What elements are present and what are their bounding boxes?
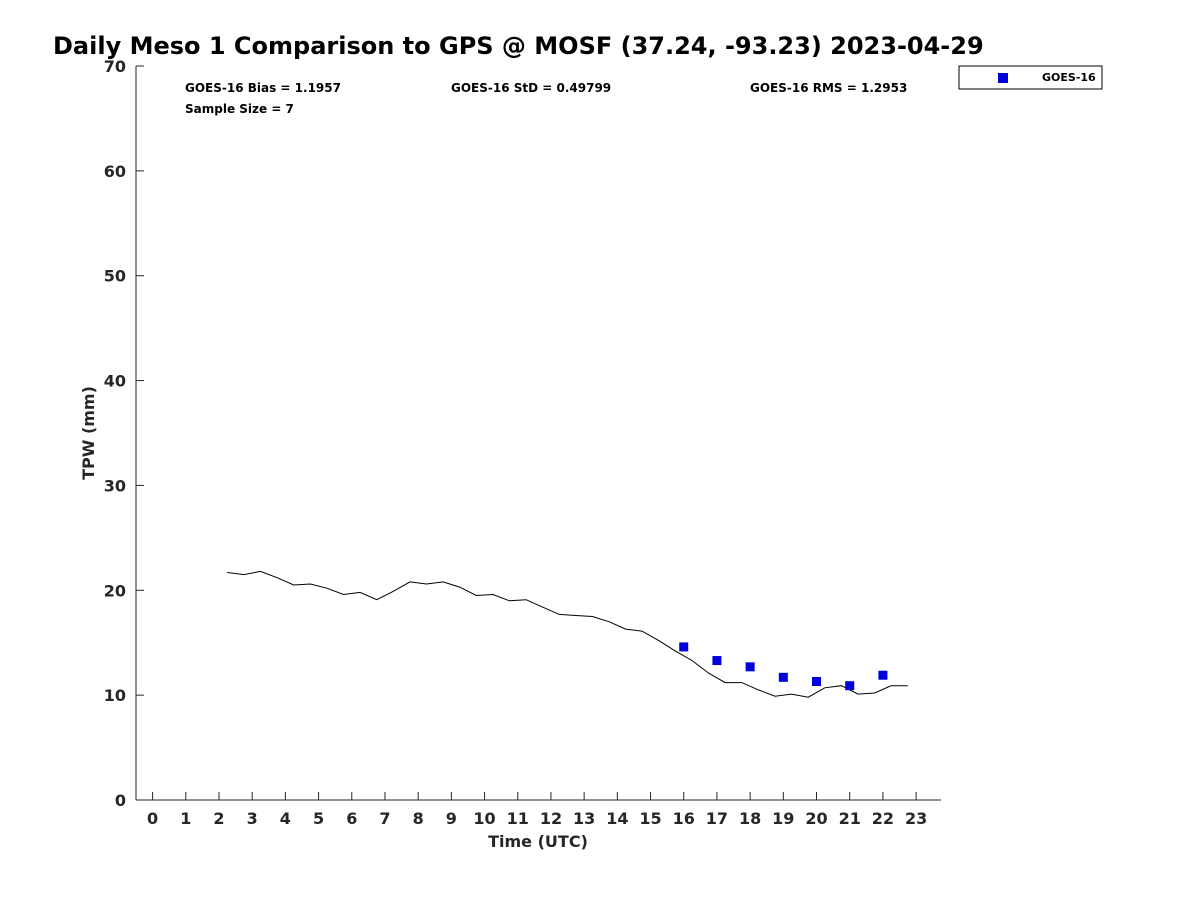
goes16-point xyxy=(878,670,888,680)
legend: GOES-16 xyxy=(958,65,1103,90)
x-tick-label: 5 xyxy=(313,809,324,828)
x-tick-label: 8 xyxy=(413,809,424,828)
x-tick-label: 13 xyxy=(573,809,595,828)
x-tick-label: 19 xyxy=(772,809,794,828)
x-tick-label: 0 xyxy=(147,809,158,828)
x-tick-label: 1 xyxy=(180,809,191,828)
x-tick-label: 20 xyxy=(805,809,827,828)
x-tick-label: 15 xyxy=(639,809,661,828)
y-tick-label: 60 xyxy=(104,162,126,181)
x-tick-label: 3 xyxy=(247,809,258,828)
x-tick-label: 9 xyxy=(446,809,457,828)
rms-stat: GOES-16 RMS = 1.2953 xyxy=(750,81,907,95)
legend-label-goes16: GOES-16 xyxy=(1042,71,1096,84)
x-tick-label: 11 xyxy=(507,809,529,828)
y-tick-label: 40 xyxy=(104,372,126,391)
gps-line xyxy=(227,570,908,698)
goes16-point xyxy=(812,677,822,687)
x-tick-label: 18 xyxy=(739,809,761,828)
x-tick-labels: 0 1 2 3 4 5 6 7 8 9 10 11 12 13 14 15 16 17 18 19 20 21 22 23 xyxy=(147,809,927,828)
x-tick-label: 14 xyxy=(606,809,628,828)
y-tick-labels: 0 10 20 30 40 50 60 70 xyxy=(104,57,126,810)
x-tick-label: 23 xyxy=(905,809,927,828)
tick-marks xyxy=(136,65,917,801)
x-tick-label: 16 xyxy=(673,809,695,828)
x-tick-label: 6 xyxy=(346,809,357,828)
x-axis-label: Time (UTC) xyxy=(488,832,588,851)
x-tick-label: 7 xyxy=(379,809,390,828)
x-tick-label: 22 xyxy=(872,809,894,828)
x-tick-label: 21 xyxy=(839,809,861,828)
x-tick-label: 2 xyxy=(213,809,224,828)
y-tick-label: 20 xyxy=(104,581,126,600)
legend-box xyxy=(958,65,1103,90)
goes16-point xyxy=(712,656,722,666)
goes16-point xyxy=(745,662,755,672)
goes16-point xyxy=(679,642,689,652)
y-tick-label: 50 xyxy=(104,267,126,286)
x-tick-label: 17 xyxy=(706,809,728,828)
x-tick-label: 10 xyxy=(473,809,495,828)
sample-size-stat: Sample Size = 7 xyxy=(185,102,294,116)
x-tick-label: 4 xyxy=(280,809,291,828)
axes xyxy=(135,66,941,801)
legend-marker-goes16 xyxy=(998,73,1008,83)
bias-stat: GOES-16 Bias = 1.1957 xyxy=(185,81,341,95)
goes16-point xyxy=(778,672,788,682)
std-stat: GOES-16 StD = 0.49799 xyxy=(451,81,611,95)
y-tick-label: 70 xyxy=(104,57,126,76)
y-tick-label: 10 xyxy=(104,686,126,705)
y-axis-label: TPW (mm) xyxy=(79,386,98,480)
goes16-point xyxy=(845,681,855,691)
chart-title: Daily Meso 1 Comparison to GPS @ MOSF (3… xyxy=(53,32,984,60)
x-tick-label: 12 xyxy=(540,809,562,828)
series-group xyxy=(227,570,908,698)
y-tick-label: 30 xyxy=(104,476,126,495)
y-tick-label: 0 xyxy=(115,791,126,810)
